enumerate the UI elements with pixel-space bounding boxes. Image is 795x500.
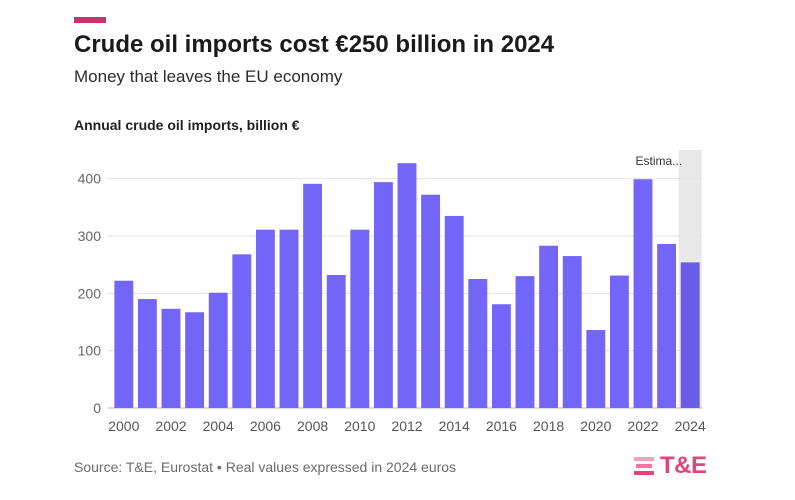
y-tick-label: 400: [78, 171, 102, 187]
bar-2011: [373, 182, 393, 408]
source-note: Source: T&E, Eurostat • Real values expr…: [74, 459, 457, 475]
te-logo: T&E: [633, 452, 707, 480]
chart-title: Crude oil imports cost €250 billion in 2…: [74, 31, 555, 58]
bar-2018: [539, 245, 559, 408]
bar-2024: [680, 262, 700, 408]
te-logo-icon: [634, 457, 654, 475]
bar-2019: [562, 256, 582, 408]
bar-2002: [161, 308, 181, 408]
x-tick-label: 2022: [627, 418, 658, 434]
x-tick-label: 2008: [297, 418, 328, 434]
bar-2010: [350, 229, 370, 408]
bar-2007: [279, 229, 299, 408]
bar-2015: [468, 279, 488, 408]
bar-2009: [326, 274, 346, 408]
bar-2000: [114, 280, 134, 408]
x-tick-label: 2014: [439, 418, 470, 434]
y-tick-label: 100: [78, 343, 102, 359]
bar-2022: [633, 179, 653, 408]
bar-2023: [657, 244, 677, 408]
bar-2001: [137, 299, 157, 408]
bar-2012: [397, 163, 417, 408]
x-tick-label: 2010: [344, 418, 375, 434]
bar-2008: [303, 183, 323, 408]
y-tick-label: 300: [78, 228, 102, 244]
x-tick-label: 2020: [580, 418, 611, 434]
bar-2006: [255, 229, 275, 408]
logo-text: T&E: [660, 452, 707, 479]
x-tick-label: 2016: [486, 418, 517, 434]
bar-2021: [609, 275, 629, 408]
x-tick-label: 2012: [391, 418, 422, 434]
y-axis-label: Annual crude oil imports, billion €: [74, 117, 300, 133]
bar-2013: [421, 194, 441, 408]
chart-subtitle: Money that leaves the EU economy: [74, 67, 343, 86]
bar-2017: [515, 276, 535, 408]
accent-bar: [74, 17, 106, 23]
x-tick-label: 2024: [675, 418, 706, 434]
x-tick-label: 2000: [108, 418, 139, 434]
x-tick-label: 2006: [250, 418, 281, 434]
y-tick-label: 0: [93, 400, 101, 416]
x-tick-label: 2002: [155, 418, 186, 434]
bar-2020: [586, 330, 606, 408]
x-tick-label: 2018: [533, 418, 564, 434]
estimate-label: Estima...: [636, 154, 683, 168]
bar-2004: [208, 292, 228, 408]
y-tick-label: 200: [78, 285, 102, 301]
bar-2014: [444, 215, 464, 408]
bar-2003: [185, 312, 205, 408]
bar-2005: [232, 254, 252, 408]
x-tick-label: 2004: [203, 418, 234, 434]
bar-2016: [491, 304, 511, 408]
